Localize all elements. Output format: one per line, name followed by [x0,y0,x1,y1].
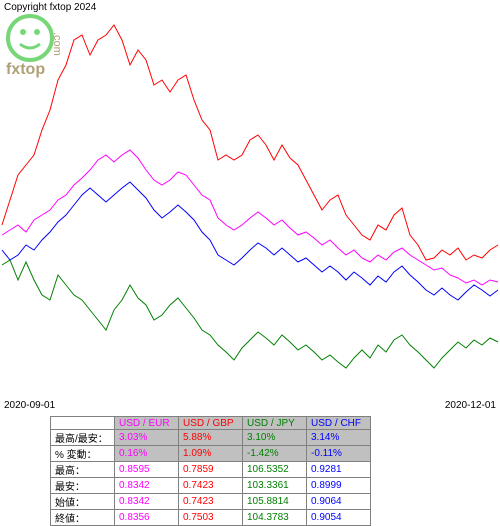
header-usdgbp: USD / GBP [179,417,243,430]
cell: 0.7859 [179,462,243,478]
header-usdchf: USD / CHF [307,417,371,430]
header-usdeur: USD / EUR [115,417,179,430]
cell: 0.7423 [179,478,243,494]
axis-dates: 2020-09-01 2020-12-01 [0,400,500,414]
row-label: 始値： [51,494,115,510]
series-usdeur [2,150,498,285]
stats-table: USD / EURUSD / GBPUSD / JPYUSD / CHF 最高/最… [50,416,371,526]
row-label: 終値： [51,510,115,526]
row-label: 最高： [51,462,115,478]
header-usdjpy: USD / JPY [243,417,307,430]
cell: 0.8342 [115,494,179,510]
cell: 0.8342 [115,478,179,494]
end-date: 2020-12-01 [445,400,496,411]
cell: 0.7423 [179,494,243,510]
row-label: % 変動： [51,446,115,462]
cell: 0.7503 [179,510,243,526]
cell: 0.16% [115,446,179,462]
cell: -0.11% [307,446,371,462]
cell: 3.10% [243,430,307,446]
row-label: 最安： [51,478,115,494]
svg-text:.com: .com [51,32,63,56]
cell: 0.8356 [115,510,179,526]
cell: 5.88% [179,430,243,446]
cell: 106.5352 [243,462,307,478]
cell: 1.09% [179,446,243,462]
cell: -1.42% [243,446,307,462]
cell: 3.14% [307,430,371,446]
start-date: 2020-09-01 [4,400,55,411]
cell: 3.03% [115,430,179,446]
cell: 0.8595 [115,462,179,478]
cell: 0.8999 [307,478,371,494]
watermark-logo: .com fxtop [4,12,84,87]
cell: 104.3783 [243,510,307,526]
series-usdchf [2,182,498,300]
copyright-text: Copyright fxtop 2024 [4,2,96,13]
cell: 0.9064 [307,494,371,510]
series-usdjpy [2,260,498,368]
row-label: 最高/最安： [51,430,115,446]
cell: 0.9281 [307,462,371,478]
cell: 105.8814 [243,494,307,510]
cell: 0.9054 [307,510,371,526]
cell: 103.3361 [243,478,307,494]
header-blank [51,417,115,430]
svg-text:fxtop: fxtop [6,61,45,78]
